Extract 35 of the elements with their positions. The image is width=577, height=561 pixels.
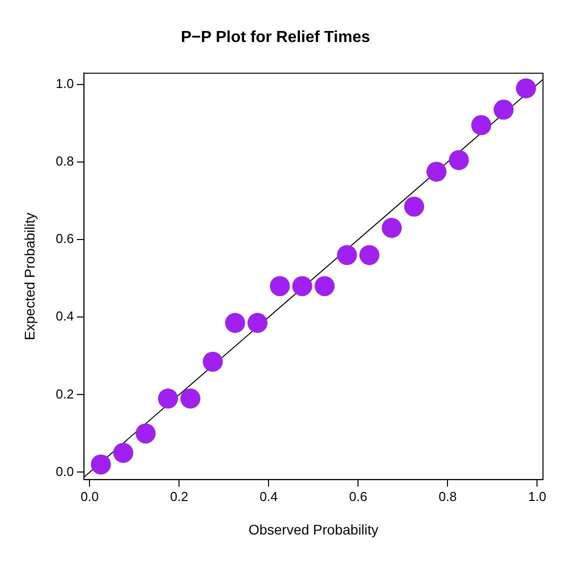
point	[471, 115, 492, 136]
point	[404, 196, 424, 217]
x-tick-label: 0.8	[438, 488, 457, 504]
point	[270, 276, 290, 296]
x-tick-label: 1.0	[528, 488, 546, 504]
point	[314, 276, 335, 296]
y-axis-title: Expected Probability	[21, 212, 38, 340]
point	[180, 388, 200, 409]
x-tick-label: 0.4	[260, 488, 278, 504]
y-tick-label: 0.8	[56, 154, 74, 169]
point	[426, 162, 446, 182]
point	[359, 245, 380, 266]
point	[292, 276, 312, 296]
point	[382, 218, 402, 238]
point	[494, 100, 514, 120]
point	[158, 388, 178, 409]
point	[225, 312, 246, 333]
point	[248, 312, 268, 333]
point	[337, 245, 357, 266]
point	[516, 78, 536, 98]
x-tick-label: 0.0	[80, 488, 99, 504]
y-tick-label: 0.4	[56, 308, 74, 324]
x-axis-title: Observed Probability	[248, 521, 378, 538]
y-tick-label: 0.6	[56, 231, 74, 246]
y-tick-label: 1.0	[56, 76, 74, 92]
chart-title: P−P Plot for Relief Times	[180, 29, 370, 46]
point	[448, 150, 469, 170]
point	[202, 352, 223, 372]
y-tick-label: 0.2	[56, 386, 74, 402]
point	[90, 454, 111, 474]
point	[136, 423, 156, 444]
x-tick-label: 0.2	[170, 488, 188, 504]
y-tick-label: 0.0	[56, 464, 74, 479]
point	[113, 442, 134, 463]
x-tick-label: 0.6	[349, 488, 368, 504]
